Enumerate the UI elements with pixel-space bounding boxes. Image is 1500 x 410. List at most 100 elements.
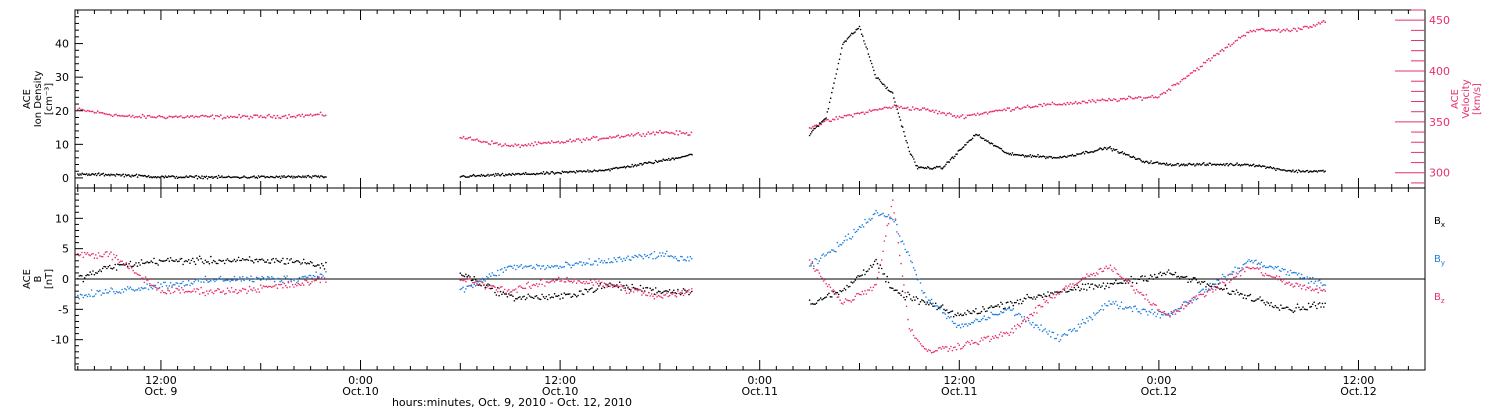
Bz-point [1266,274,1268,277]
Bx-point [86,273,89,276]
density-point [814,127,816,130]
Bx-point [169,257,172,259]
Bz-point [907,318,909,321]
Bz-point [1130,285,1132,287]
Bx-point [255,258,258,261]
Bz-point [125,262,128,264]
Bx-point [211,261,213,264]
density-point [81,172,83,175]
velocity-point [652,131,655,134]
velocity-point [238,113,241,116]
Bz-point [1239,274,1242,277]
By-point [198,278,201,280]
Bx-point [523,295,525,298]
By-point [1278,269,1281,272]
By-point [1141,308,1143,311]
Bx-point [564,293,567,296]
density-point [1070,155,1073,157]
Bz-point [139,274,141,277]
By-point [264,278,266,280]
velocity-point [970,114,972,116]
Bz-point [1323,288,1325,291]
Bz-point [1206,291,1209,293]
Bx-point [570,296,572,299]
Bz-point [1066,287,1069,289]
density-point [916,165,918,167]
By-point [1263,265,1265,267]
By-point [157,281,159,284]
By-point [200,281,202,283]
By-point [175,282,177,284]
Bz-point [1158,309,1160,311]
By-point [165,285,168,287]
velocity-point [195,115,197,118]
density-point [602,169,605,172]
Bz-point [271,286,273,289]
density-point [1110,147,1112,150]
velocity-point [1046,103,1049,105]
Bx-point [930,303,933,305]
density-point [1139,158,1141,160]
Bz-point [1079,280,1081,283]
density-point [1112,148,1115,150]
Bx-point [833,293,836,295]
By-point [821,254,823,256]
Bz-point [1133,289,1135,292]
Bz-point [1320,289,1322,292]
density-point [655,160,658,163]
Bz-point [564,281,567,283]
Bz-point [467,278,470,280]
velocity-point [1264,29,1267,32]
Bz-point [494,286,496,289]
density-point [982,137,985,140]
Bx-point [541,293,543,296]
Bz-point [682,294,685,297]
Bz-point [1129,280,1131,283]
Bx-point [928,303,930,306]
velocity-point [1103,99,1105,101]
velocity-point [123,115,126,118]
Bz-point [190,291,193,293]
Bz-point [133,272,136,274]
By-point [1097,311,1099,314]
velocity-point [1098,99,1100,102]
Bx-point [165,259,168,262]
Bx-point [840,290,843,293]
velocity-point [323,115,325,117]
velocity-point [1129,96,1132,99]
density-point [886,86,888,89]
velocity-point [812,125,814,128]
Bz-point [304,279,306,281]
Bz-point [298,283,301,286]
Bx-point [653,293,656,296]
Bx-point [251,260,254,262]
density-point [493,175,496,177]
velocity-point [1246,31,1248,34]
Bz-point [204,294,207,297]
density-point [978,134,981,136]
By-point [513,264,516,267]
Bz-point [1068,285,1070,287]
By-point [1184,300,1186,303]
velocity-point [521,144,523,147]
Bz-point [998,333,1001,336]
density-point [1198,163,1201,165]
Bx-point [1072,289,1074,291]
By-point [832,249,834,251]
By-point [143,287,146,289]
velocity-point [828,120,831,123]
density-point [173,175,175,178]
velocity-point [1111,99,1114,102]
Bz-point [266,286,269,289]
velocity-point [472,139,475,141]
Bz-point [851,299,854,301]
velocity-point [650,132,653,135]
velocity-point [1199,65,1202,68]
By-point [1023,316,1026,318]
date-tick-label: Oct.10 [342,385,379,398]
By-point [523,266,525,268]
Bz-point [1106,267,1109,270]
By-point [1266,266,1268,269]
density-point [256,177,259,179]
density-point [1322,169,1324,172]
